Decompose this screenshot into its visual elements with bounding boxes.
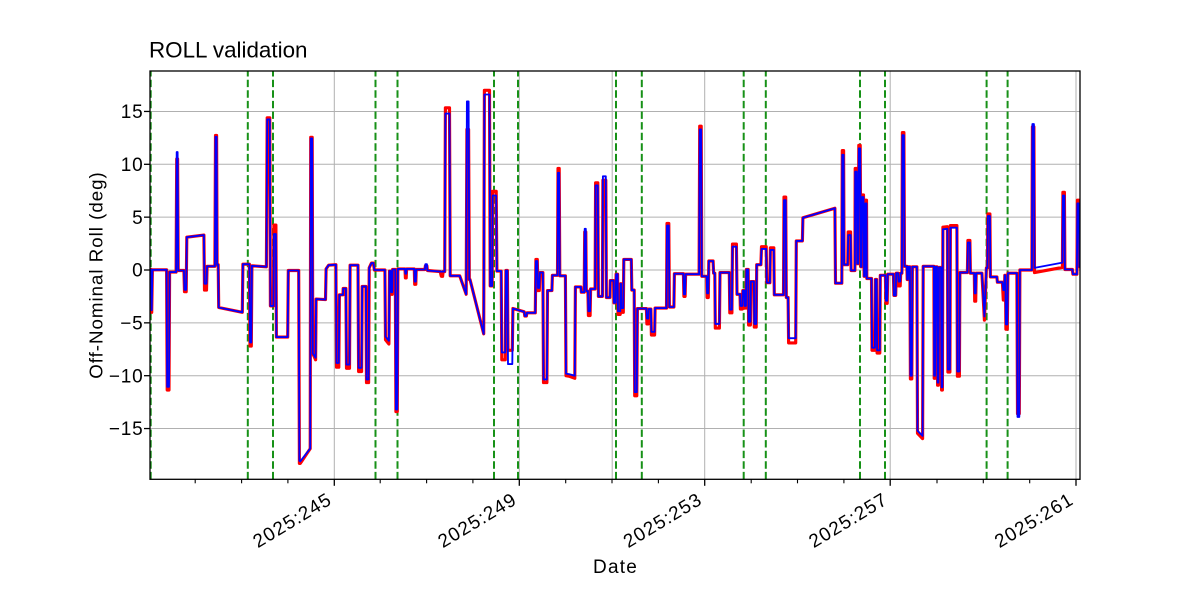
svg-text:15: 15 bbox=[121, 102, 144, 123]
svg-text:0: 0 bbox=[132, 261, 143, 282]
svg-text:Off-Nominal Roll (deg): Off-Nominal Roll (deg) bbox=[86, 171, 107, 379]
svg-text:ROLL validation: ROLL validation bbox=[149, 38, 307, 63]
svg-text:−15: −15 bbox=[109, 419, 144, 440]
svg-text:10: 10 bbox=[121, 155, 144, 176]
svg-text:−5: −5 bbox=[120, 314, 143, 335]
svg-text:5: 5 bbox=[132, 208, 143, 229]
svg-text:Date: Date bbox=[593, 557, 638, 578]
svg-text:−10: −10 bbox=[109, 366, 144, 387]
